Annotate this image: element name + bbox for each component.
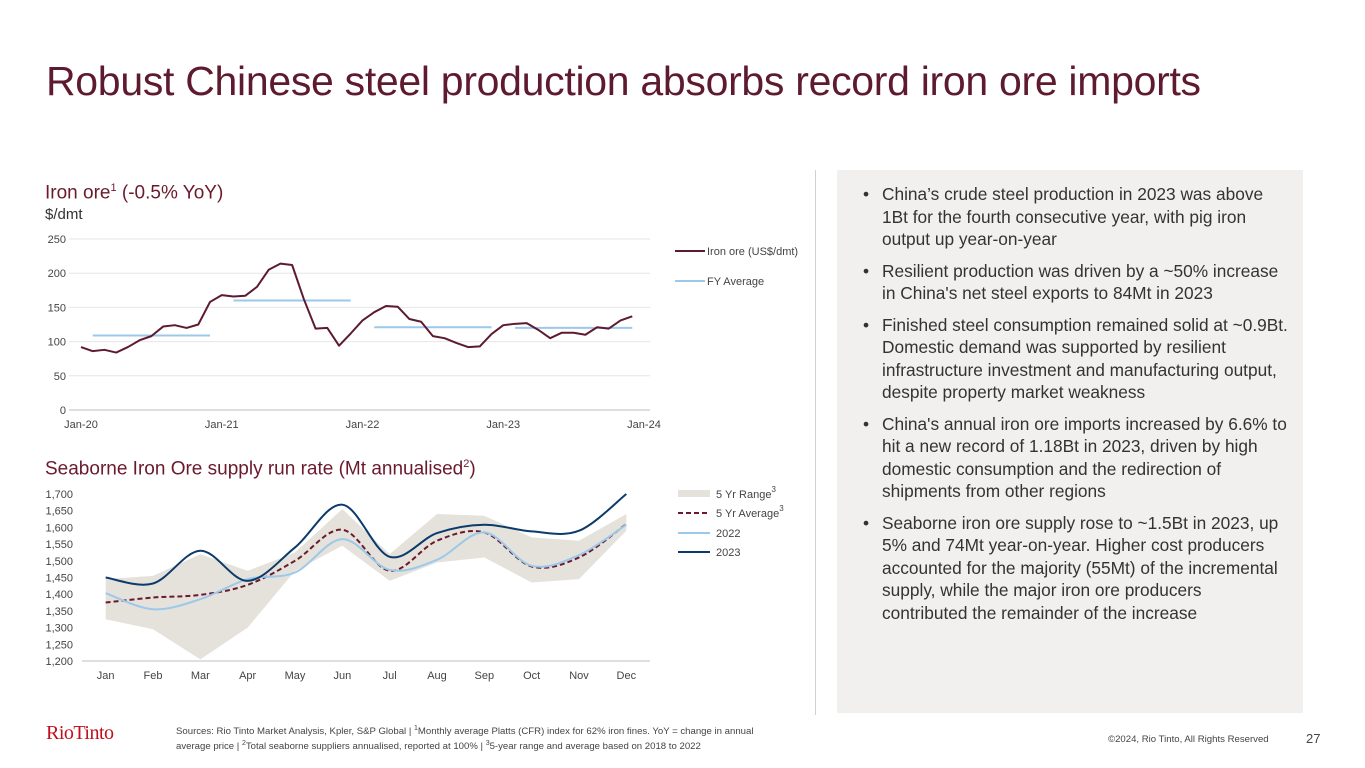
seaborne-supply-chart: 1,200 1,250 1,300 1,350 1,400 1,450 1,500 1,550… <box>45 485 784 682</box>
x-tick-label: Jun <box>333 670 351 682</box>
footnote-text: Sources: Rio Tinto Market Analysis, Kple… <box>176 726 415 738</box>
sources-footnote: Sources: Rio Tinto Market Analysis, Kple… <box>176 723 786 752</box>
commentary-panel: China’s crude steel production in 2023 w… <box>837 170 1303 713</box>
y-tick-label: 1,700 <box>45 489 73 501</box>
y-tick-label: 1,500 <box>45 556 73 568</box>
footnote-text: Monthly average Platts (CFR) index for 6… <box>176 726 754 752</box>
x-tick-label: Jan-20 <box>64 419 98 431</box>
slide-title: Robust Chinese steel production absorbs … <box>46 58 1201 104</box>
iron-ore-price-line <box>80 262 633 354</box>
x-tick-label: Sep <box>475 670 495 682</box>
y-tick-label: 1,350 <box>45 606 73 618</box>
five-year-average-line <box>105 523 627 604</box>
x-tick-label: Apr <box>239 670 256 682</box>
iron-ore-title-footnote-mark: 1 <box>110 182 117 194</box>
legend-label-fy-average: FY Average <box>707 276 764 288</box>
rio-tinto-logo: RioTinto <box>46 722 114 744</box>
x-tick-label: Jul <box>383 670 397 682</box>
y-tick-label: 1,650 <box>45 506 73 518</box>
y-tick-label: 1,600 <box>45 522 73 534</box>
legend-label-iron-ore: Iron ore (US$/dmt) <box>707 246 798 258</box>
commentary-bullets: China’s crude steel production in 2023 w… <box>837 170 1303 624</box>
seaborne-title-close: ) <box>469 458 476 480</box>
y-tick-label: 1,550 <box>45 539 73 551</box>
y-tick-label: 0 <box>60 405 66 417</box>
x-tick-label: Jan-24 <box>627 419 661 431</box>
x-tick-label: Jan <box>97 670 115 682</box>
y-tick-label: 1,450 <box>45 573 73 585</box>
iron-ore-title-main: Iron ore <box>45 182 111 204</box>
legend-label-2023: 2023 <box>716 547 740 559</box>
copyright-notice: ©2024, Rio Tinto, All Rights Reserved <box>1108 734 1269 745</box>
x-tick-label: Dec <box>617 670 637 682</box>
x-tick-label: Mar <box>191 670 210 682</box>
legend-swatch-five-year-range <box>678 490 710 497</box>
year-2023-line <box>105 493 627 586</box>
seaborne-title-footnote-mark: 2 <box>463 458 470 470</box>
x-tick-label: Jan-23 <box>486 419 520 431</box>
y-tick-label: 250 <box>48 234 66 246</box>
y-tick-label: 1,400 <box>45 589 73 601</box>
footnote-mark: 2 <box>241 739 246 747</box>
x-tick-label: May <box>285 670 306 682</box>
footnote-text: Total seaborne suppliers annualised, rep… <box>245 740 486 752</box>
y-tick-label: 1,200 <box>45 656 73 668</box>
y-tick-label: 100 <box>48 337 66 349</box>
x-tick-label: Jan-22 <box>346 419 380 431</box>
seaborne-title-main: Seaborne Iron Ore supply run rate (Mt an… <box>45 458 464 480</box>
page-number: 27 <box>1306 731 1321 746</box>
legend-label-five-year-average: 5 Yr Average3 <box>716 504 784 520</box>
footnote-mark: 3 <box>485 739 490 747</box>
legend-label-2022: 2022 <box>716 528 740 540</box>
legend-label-five-year-range: 5 Yr Range3 <box>716 485 776 501</box>
y-tick-label: 200 <box>48 268 66 280</box>
y-tick-label: 1,250 <box>45 639 73 651</box>
legend-footnote-mark: 3 <box>779 504 784 513</box>
footnote-text: 5-year range and average based on 2018 t… <box>489 740 701 752</box>
x-tick-label: Oct <box>523 670 540 682</box>
x-tick-label: Aug <box>427 670 447 682</box>
footnote-mark: 1 <box>414 725 418 732</box>
bullet-item: Seaborne iron ore supply rose to ~1.5Bt … <box>863 512 1289 625</box>
bullet-item: China’s crude steel production in 2023 w… <box>863 183 1289 251</box>
five-year-range-band <box>105 509 627 660</box>
iron-ore-unit-label: $/dmt <box>45 206 83 223</box>
y-tick-label: 50 <box>54 371 66 383</box>
bullet-item: China's annual iron ore imports increase… <box>863 413 1289 503</box>
y-tick-label: 150 <box>48 302 66 314</box>
column-divider <box>815 170 816 715</box>
iron-ore-price-chart: 0 50 100 150 200 250 Jan-20 Jan-21 Jan-22 Jan-23 J… <box>48 234 798 431</box>
bullet-item: Finished steel consumption remained soli… <box>863 314 1289 404</box>
seaborne-chart-title: Seaborne Iron Ore supply run rate (Mt an… <box>45 458 476 480</box>
iron-ore-title-yoy: (-0.5% YoY) <box>116 182 224 204</box>
x-tick-label: Jan-21 <box>205 419 239 431</box>
legend-footnote-mark: 3 <box>771 485 776 494</box>
y-tick-label: 1,300 <box>45 623 73 635</box>
x-tick-label: Feb <box>144 670 163 682</box>
x-tick-label: Nov <box>569 670 589 682</box>
iron-ore-chart-title: Iron ore1 (-0.5% YoY) <box>45 182 223 204</box>
year-2022-line <box>105 523 627 611</box>
bullet-item: Resilient production was driven by a ~50… <box>863 260 1289 305</box>
